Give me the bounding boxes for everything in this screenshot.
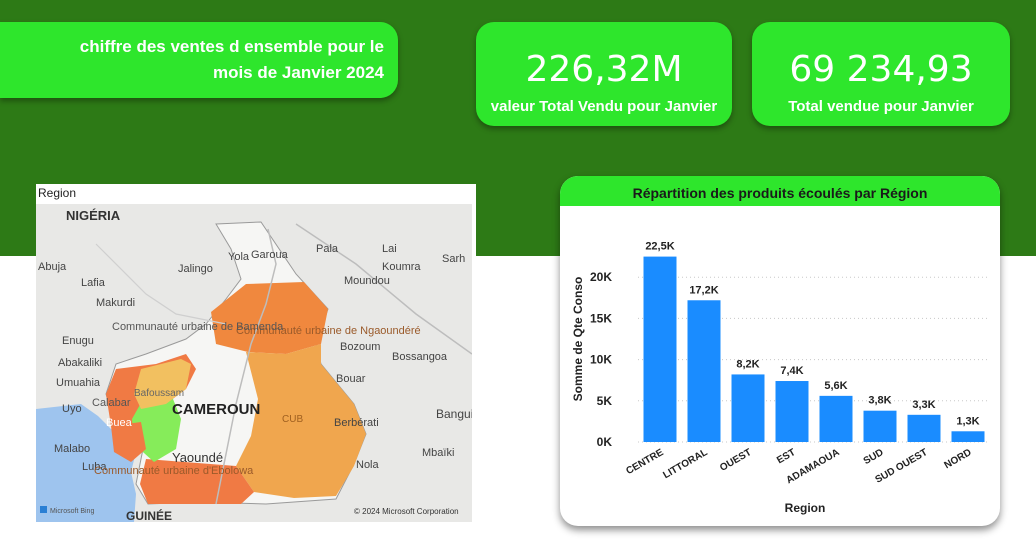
bar[interactable] (643, 256, 677, 442)
map-label: Sarh (442, 253, 465, 265)
kpi-value: 69 234,93 (789, 49, 973, 90)
bar[interactable] (907, 414, 941, 442)
region-est[interactable] (236, 344, 366, 498)
region-label: Communauté urbaine d'Ebolowa (94, 465, 254, 477)
map-copyright: © 2024 Microsoft Corporation (354, 507, 459, 516)
map-label: Abuja (38, 261, 67, 273)
kpi-card-total-value[interactable]: 226,32M valeur Total Vendu pour Janvier (476, 22, 732, 126)
region-sud[interactable] (140, 459, 254, 504)
y-tick-label: 15K (590, 311, 612, 325)
bar-data-label: 3,3K (912, 399, 935, 411)
report-title-card: chiffre des ventes d ensemble pour le mo… (0, 22, 398, 98)
y-tick-label: 0K (597, 435, 613, 449)
bing-logo-icon (40, 506, 47, 513)
bar[interactable] (819, 395, 853, 442)
map-label: Enugu (62, 335, 94, 347)
y-tick-label: 20K (590, 270, 612, 284)
x-tick-label: OUEST (718, 447, 753, 474)
map-label: Moundou (344, 275, 390, 287)
road (215, 228, 277, 505)
ocean (36, 404, 136, 522)
x-tick-label: EST (775, 447, 797, 466)
map-label: Umuahia (56, 377, 101, 389)
map-label: Nola (356, 459, 380, 471)
map-label: Lafia (81, 277, 106, 289)
map-label: Mbaïki (422, 447, 454, 459)
kpi-value: 226,32M (525, 49, 683, 90)
x-tick-label: CENTRE (624, 447, 665, 477)
map-label: Uyo (62, 403, 82, 415)
map-label: Bossangoa (392, 351, 448, 363)
map-label: Luba (82, 461, 107, 473)
bar-data-label: 8,2K (736, 358, 759, 370)
y-axis-title: Somme de Qte Conso (571, 277, 585, 402)
report-title-line1: chiffre des ventes d ensemble pour le (79, 37, 384, 56)
region-adamaoua[interactable] (211, 282, 328, 354)
bar[interactable] (731, 374, 765, 442)
region-label: Communauté urbaine de Bamenda (112, 321, 284, 333)
region-ouest[interactable] (134, 359, 191, 409)
map-label: Yola (228, 251, 250, 263)
chart-title: Répartition des produits écoulés par Rég… (560, 176, 1000, 206)
bar[interactable] (775, 381, 809, 442)
map-title: Region (38, 186, 77, 200)
x-tick-label: SUD (862, 447, 886, 467)
bar-chart[interactable]: 0K 5K 10K 15K 20K 22,5K CENTRE 17,2K LITTORAL 8,2… (560, 176, 1000, 526)
map-label: Koumra (382, 261, 421, 273)
map-label: Malabo (54, 443, 90, 455)
report-title-line2: mois de Janvier 2024 (212, 63, 384, 82)
map-label: Calabar (92, 397, 131, 409)
y-tick-label: 5K (597, 394, 613, 408)
road (295, 223, 472, 355)
country-label: CAMEROUN (172, 401, 260, 418)
region-label: Communauté urbaine de Ngaoundéré (236, 325, 421, 337)
map-label: Berbérati (334, 417, 379, 429)
map-label: Lai (382, 243, 397, 255)
bar-data-label: 3,8K (868, 395, 891, 407)
region-map-visual[interactable]: Region NIGÉRIA Abuja Lafia Makurdi Jalin… (36, 184, 476, 522)
x-axis-title: Region (785, 501, 826, 515)
map-label: GUINÉE (126, 508, 172, 522)
map-label: Bozoum (340, 341, 380, 353)
y-tick-label: 10K (590, 353, 612, 367)
bar-data-label: 1,3K (956, 415, 979, 427)
map-label: Pala (316, 243, 339, 255)
kpi-label: Total vendue pour Janvier (788, 98, 974, 115)
kpi-label: valeur Total Vendu pour Janvier (490, 98, 718, 115)
map-label: Bouar (336, 373, 366, 385)
bar-data-label: 7,4K (780, 365, 803, 377)
map-label: Jalingo (178, 263, 213, 275)
bar[interactable] (687, 300, 721, 442)
map-label: Bafoussam (134, 388, 184, 399)
region-map[interactable]: NIGÉRIA Abuja Lafia Makurdi Jalingo Yola… (36, 204, 472, 522)
bar-data-label: 17,2K (689, 284, 718, 296)
bar[interactable] (863, 410, 897, 442)
map-label: Yaoundé (172, 450, 223, 465)
map-label: CUB (282, 414, 303, 425)
map-label: NIGÉRIA (66, 208, 121, 223)
x-tick-label: LITTORAL (661, 447, 709, 481)
map-label: Buea (106, 417, 133, 429)
region-littoral[interactable] (111, 422, 146, 462)
map-label: Bangui (436, 407, 472, 421)
kpi-card-total-sold[interactable]: 69 234,93 Total vendue pour Janvier (752, 22, 1010, 126)
map-label: Garoua (251, 249, 289, 261)
bar[interactable] (951, 431, 985, 442)
road (95, 243, 227, 325)
map-brand: Microsoft Bing (50, 508, 94, 515)
bar-chart-visual[interactable]: Répartition des produits écoulés par Rég… (560, 176, 1000, 526)
x-tick-label: NORD (942, 447, 973, 471)
report-title: chiffre des ventes d ensemble pour le mo… (24, 34, 384, 86)
map-label: Makurdi (96, 297, 135, 309)
bar-data-label: 5,6K (824, 380, 847, 392)
map-label: Abakaliki (58, 357, 102, 369)
bar-data-label: 22,5K (645, 241, 674, 253)
